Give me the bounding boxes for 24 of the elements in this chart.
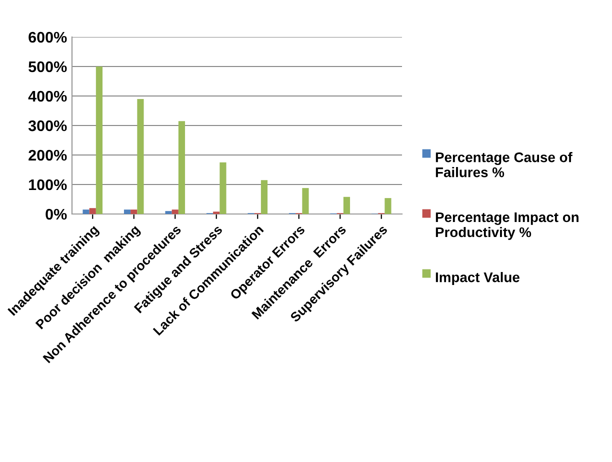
bar <box>260 180 268 214</box>
legend-label: Percentage Cause of Failures % <box>436 152 572 178</box>
y-tick-label: 200% <box>28 150 67 161</box>
bar <box>178 121 186 214</box>
y-tick-label: 600% <box>28 32 67 43</box>
y-tick-label: 300% <box>28 120 67 132</box>
y-tick-label: 0% <box>46 208 67 220</box>
bar <box>384 198 392 214</box>
legend-label: Percentage Impact on Productivity % <box>436 212 578 240</box>
bar <box>96 66 103 214</box>
y-tick-label: 100% <box>29 179 67 190</box>
bar <box>220 162 226 214</box>
y-tick-label: 500% <box>28 61 67 72</box>
bar <box>302 188 309 214</box>
bar <box>165 211 172 214</box>
legend-label: Impact Value <box>436 272 520 285</box>
bar <box>172 210 178 214</box>
y-tick-label: 400% <box>28 90 67 102</box>
bar <box>343 196 350 214</box>
bar <box>124 210 131 214</box>
bar <box>137 98 144 214</box>
bar <box>82 210 90 214</box>
bar <box>89 208 96 214</box>
bar <box>130 210 138 214</box>
